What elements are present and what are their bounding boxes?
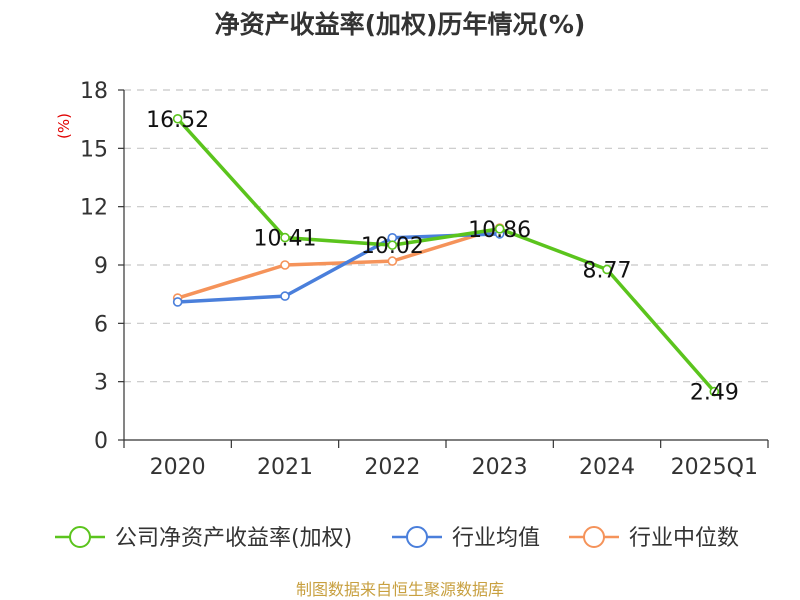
legend-marker [69,526,91,548]
legend-label: 行业中位数 [629,526,739,551]
y-tick-label: 12 [80,196,108,221]
chart-title: 净资产收益率(加权)历年情况(%) [215,10,586,39]
data-point [280,260,290,270]
data-point [602,264,612,275]
data-point [387,240,398,250]
series-line [176,117,716,393]
y-tick-label: 6 [94,312,108,337]
legend-label: 行业均值 [452,526,540,551]
data-point [172,113,183,124]
data-label: 2.49 [690,381,739,406]
source-note: 制图数据来自恒生聚源数据库 [296,580,504,599]
y-tick-label: 3 [94,371,108,396]
legend-label: 公司净资产收益率(加权) [115,526,352,551]
series-layer [172,113,720,397]
x-tick-label: 2022 [364,455,420,480]
data-point [280,291,290,301]
series-line [177,226,501,300]
data-point [172,297,183,307]
legend: 公司净资产收益率(加权) 行业均值 行业中位数 [55,526,739,551]
y-tick-label: 9 [94,254,108,279]
data-point [280,232,290,243]
data-label: 10.41 [254,227,317,252]
x-tick-label: 2021 [257,455,313,480]
axes: 0 3 6 9 12 15 18 2020 2021 2022 2023 2024 2025Q1 [80,79,769,480]
data-label: 10.86 [468,218,531,243]
y-tick-label: 0 [94,429,108,454]
data-label: 8.77 [583,258,632,283]
data-label: 10.02 [361,234,424,259]
data-label: 16.52 [146,108,209,133]
legend-marker [406,526,428,548]
legend-marker [583,526,605,548]
data-point [387,256,398,266]
y-tick-label: 15 [80,137,108,162]
data-point [709,386,720,397]
x-tick-label: 2024 [579,455,635,480]
x-tick-label: 2020 [150,455,206,480]
y-tick-label: 18 [80,79,108,104]
data-point [494,224,505,234]
data-labels: 16.52 10.41 10.02 10.86 8.77 2.49 [146,108,739,406]
x-tick-label: 2025Q1 [671,455,758,480]
gridlines [124,89,768,383]
x-tick-label: 2023 [472,455,528,480]
y-axis-label: (%) [55,113,73,139]
